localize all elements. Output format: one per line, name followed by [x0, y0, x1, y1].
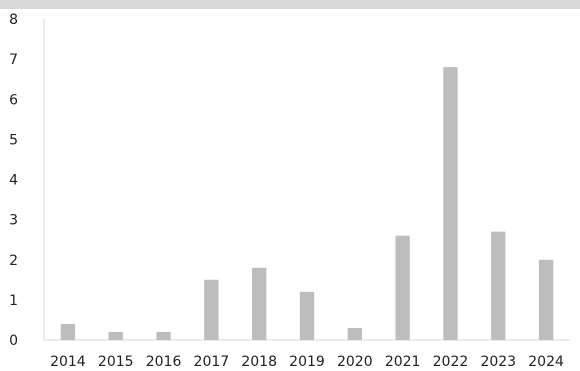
- x-tick-label: 2020: [337, 354, 373, 370]
- x-axis-ticks: 2014 2015 2016 2017 2018 2019 2020 2021 2022 2023…: [50, 354, 564, 370]
- y-tick-label: 6: [9, 92, 18, 108]
- x-tick-label: 2015: [98, 354, 134, 370]
- y-tick-label: 2: [9, 253, 18, 269]
- x-tick-label: 2019: [289, 354, 325, 370]
- chart-top-band: [0, 0, 580, 9]
- y-tick-label: 7: [9, 52, 18, 68]
- x-tick-label: 2023: [480, 354, 516, 370]
- y-tick-label: 8: [9, 12, 18, 28]
- bars: [60, 67, 554, 341]
- bar-2018: [252, 267, 267, 340]
- x-tick-label: 2024: [528, 354, 564, 370]
- bar-2022: [443, 67, 458, 341]
- bar-2015: [108, 331, 123, 340]
- x-tick-label: 2016: [146, 354, 182, 370]
- bar-2017: [204, 279, 219, 340]
- y-axis-ticks: 0 1 2 3 4 5 6 7 8: [9, 12, 18, 349]
- y-tick-label: 5: [9, 132, 18, 148]
- x-tick-label: 2014: [50, 354, 86, 370]
- x-tick-label: 2022: [433, 354, 469, 370]
- bar-2023: [491, 231, 506, 340]
- bar-2021: [395, 235, 410, 340]
- x-tick-label: 2021: [385, 354, 421, 370]
- x-tick-label: 2017: [194, 354, 230, 370]
- y-tick-label: 4: [9, 173, 18, 189]
- bar-2020: [347, 327, 362, 340]
- bar-2014: [60, 323, 76, 340]
- y-tick-label: 0: [9, 333, 18, 349]
- y-tick-label: 1: [9, 293, 18, 309]
- y-tick-label: 3: [9, 213, 18, 229]
- bar-2024: [538, 259, 554, 340]
- x-tick-label: 2018: [241, 354, 277, 370]
- bar-2016: [156, 331, 171, 340]
- bar-2019: [299, 291, 315, 340]
